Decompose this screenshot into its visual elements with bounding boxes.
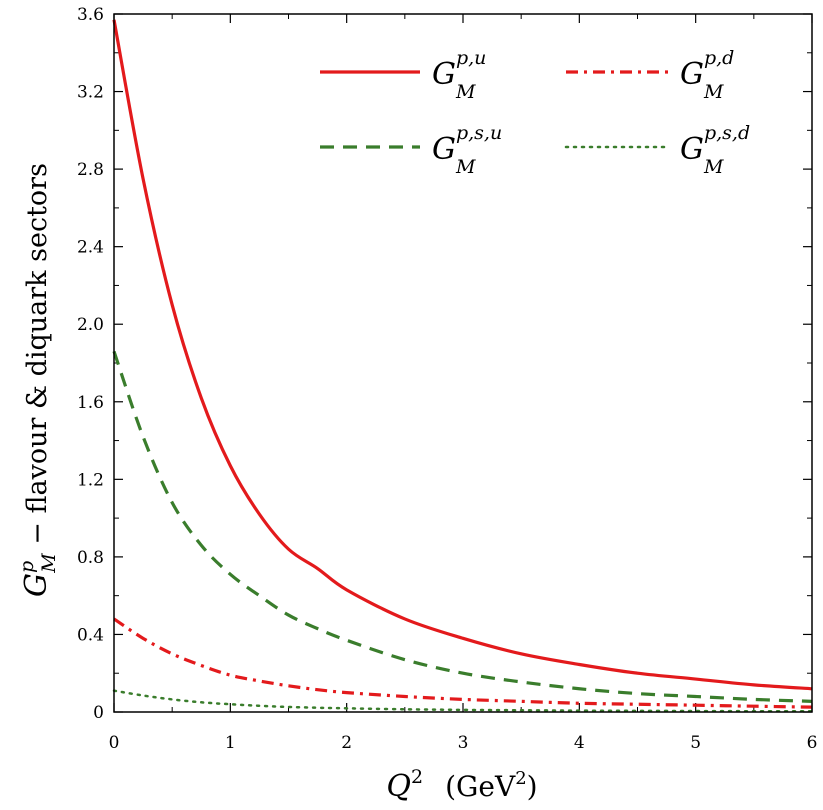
y-tick-label: 0 bbox=[93, 703, 104, 723]
y-tick-label: 0.4 bbox=[77, 625, 104, 645]
x-axis-label-unit-open: (GeV bbox=[445, 770, 516, 803]
legend-label-gmpu: Gp,u M bbox=[432, 47, 486, 103]
x-axis-label-unit-sup: 2 bbox=[515, 768, 526, 789]
legend-label-gmpd: Gp,d M bbox=[680, 47, 734, 103]
x-tick-label: 5 bbox=[690, 733, 701, 753]
y-tick-label: 3.2 bbox=[77, 83, 104, 103]
x-tick-label: 4 bbox=[574, 733, 585, 753]
series-line-gmpd bbox=[113, 617, 813, 709]
x-tick-label: 0 bbox=[109, 733, 120, 753]
series-lines bbox=[112, 19, 814, 713]
plot-frame bbox=[113, 13, 813, 713]
x-tick-label: 2 bbox=[341, 733, 352, 753]
y-tick-label: 2.4 bbox=[77, 238, 104, 258]
y-axis-label-sub: M bbox=[38, 553, 60, 574]
x-axis-label-unit-close: ) bbox=[527, 770, 538, 803]
y-axis-label-main: G bbox=[19, 573, 54, 597]
y-axis-label-sup: p bbox=[16, 561, 38, 573]
series-line-gmpsd bbox=[112, 689, 814, 713]
axis-ticks bbox=[113, 13, 813, 713]
x-axis-label-sup: 2 bbox=[411, 766, 423, 788]
series-line-gmpsu bbox=[112, 350, 813, 703]
y-tick-label: 0.8 bbox=[77, 548, 104, 568]
y-tick-label: 2.8 bbox=[77, 160, 104, 180]
legend-label-gmpsu: Gp,s,u M bbox=[432, 122, 502, 178]
y-axis-label-rest: − flavour & diquark sectors bbox=[22, 163, 53, 553]
legend-label-gmpsd: Gp,s,d M bbox=[680, 122, 750, 178]
x-axis-label: Q2 (GeV2) bbox=[386, 766, 537, 804]
x-axis-label-main: Q bbox=[386, 769, 411, 804]
tick-labels: 0 1 2 3 4 5 6 0 0.4 0.8 1.2 1.6 2.0 2.4 2.8 3.2 3.6 bbox=[77, 5, 817, 753]
y-tick-label: 2.0 bbox=[77, 315, 104, 335]
y-axis-label: GpM − flavour & diquark sectors bbox=[16, 163, 60, 597]
x-tick-label: 3 bbox=[458, 733, 469, 753]
y-tick-label: 3.6 bbox=[77, 5, 104, 25]
y-tick-label: 1.2 bbox=[77, 470, 104, 490]
legend: Gp,u M Gp,d M Gp,s,u M Gp,s,d M bbox=[320, 47, 750, 178]
x-tick-label: 1 bbox=[225, 733, 236, 753]
series-line-gmpu bbox=[112, 19, 813, 691]
x-tick-label: 6 bbox=[807, 733, 818, 753]
y-tick-label: 1.6 bbox=[77, 393, 104, 413]
